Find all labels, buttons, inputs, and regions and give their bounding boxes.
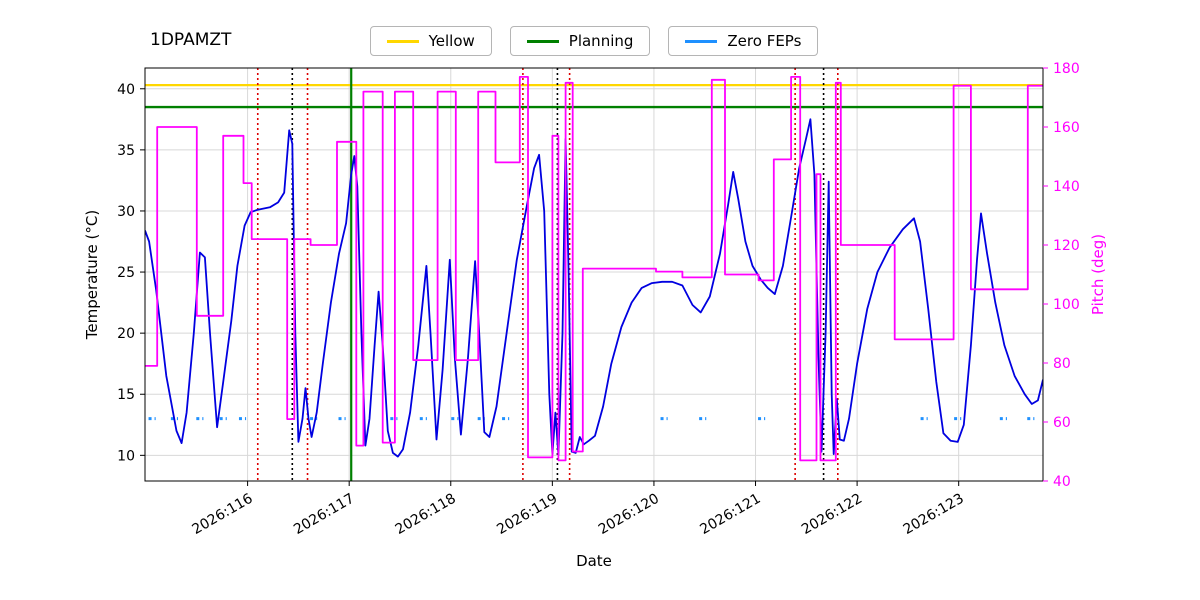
svg-text:40: 40	[117, 82, 135, 98]
legend-label-planning: Planning	[568, 32, 634, 50]
zero-feps-line-swatch-icon	[685, 39, 718, 43]
svg-text:180: 180	[1053, 61, 1080, 77]
legend-item-zero-feps: Zero FEPs	[668, 26, 819, 56]
svg-text:2026:116: 2026:116	[190, 491, 256, 538]
svg-text:20: 20	[117, 326, 135, 342]
svg-text:160: 160	[1053, 120, 1080, 136]
svg-text:2026:122: 2026:122	[799, 491, 865, 538]
legend-item-planning: Planning	[509, 26, 651, 56]
svg-text:Temperature (°C): Temperature (°C)	[83, 210, 101, 340]
planning-line-swatch-icon	[526, 39, 559, 43]
svg-text:100: 100	[1053, 297, 1080, 313]
svg-text:140: 140	[1053, 179, 1080, 195]
svg-text:10: 10	[117, 448, 135, 464]
svg-text:Date: Date	[576, 552, 612, 570]
yellow-line-swatch-icon	[386, 39, 419, 43]
svg-text:35: 35	[117, 143, 135, 159]
svg-text:15: 15	[117, 387, 135, 403]
legend-label-yellow: Yellow	[428, 32, 475, 50]
svg-text:2026:117: 2026:117	[291, 491, 357, 538]
svg-text:30: 30	[117, 204, 135, 220]
svg-text:Pitch (deg): Pitch (deg)	[1089, 234, 1107, 315]
svg-text:25: 25	[117, 265, 135, 281]
svg-text:2026:119: 2026:119	[494, 491, 560, 538]
svg-text:80: 80	[1053, 356, 1071, 372]
legend-label-zero-feps: Zero FEPs	[727, 32, 802, 50]
svg-text:40: 40	[1053, 474, 1071, 490]
svg-text:60: 60	[1053, 415, 1071, 431]
svg-text:120: 120	[1053, 238, 1080, 254]
svg-text:2026:121: 2026:121	[697, 491, 763, 538]
svg-text:2026:123: 2026:123	[901, 491, 967, 538]
legend-item-yellow: Yellow	[369, 26, 492, 56]
svg-text:2026:120: 2026:120	[596, 491, 662, 538]
svg-text:2026:118: 2026:118	[393, 491, 459, 538]
chart-title: 1DPAMZT	[150, 30, 232, 50]
legend: Yellow Planning Zero FEPs	[145, 26, 1043, 56]
